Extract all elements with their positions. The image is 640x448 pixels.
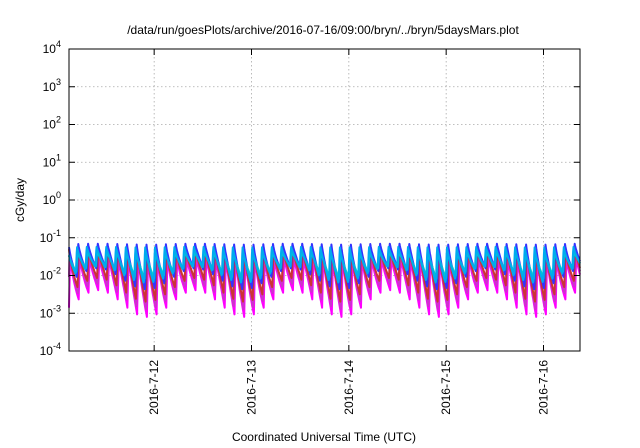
series-line-6 [68, 245, 581, 284]
y-tick-label: 103 [43, 77, 61, 94]
chart-title: /data/run/goesPlots/archive/2016-07-16/0… [127, 23, 519, 37]
plot-series [68, 242, 581, 318]
x-tick-label: 2016-7-12 [147, 360, 161, 415]
y-tick-label: 10-4 [40, 341, 61, 358]
x-axis: 2016-7-12 2016-7-13 2016-7-14 2016-7-15 2016… [147, 49, 551, 415]
x-tick-label: 2016-7-14 [342, 360, 356, 415]
y-tick-label: 101 [43, 152, 61, 169]
y-tick-label: 10-3 [40, 303, 61, 320]
y-axis: 10-4 10-3 10-2 10-1 100 101 102 103 104 [40, 39, 580, 358]
y-axis-label: cGy/day [13, 178, 27, 222]
y-tick-label: 10-1 [40, 228, 61, 245]
y-tick-label: 104 [43, 39, 61, 56]
y-tick-label: 10-2 [40, 266, 61, 283]
x-axis-label: Coordinated Universal Time (UTC) [232, 430, 416, 444]
x-tick-label: 2016-7-15 [439, 360, 453, 415]
y-tick-label: 100 [43, 190, 61, 207]
y-tick-label: 102 [43, 115, 61, 132]
x-tick-label: 2016-7-16 [537, 360, 551, 415]
x-tick-label: 2016-7-13 [245, 360, 259, 415]
